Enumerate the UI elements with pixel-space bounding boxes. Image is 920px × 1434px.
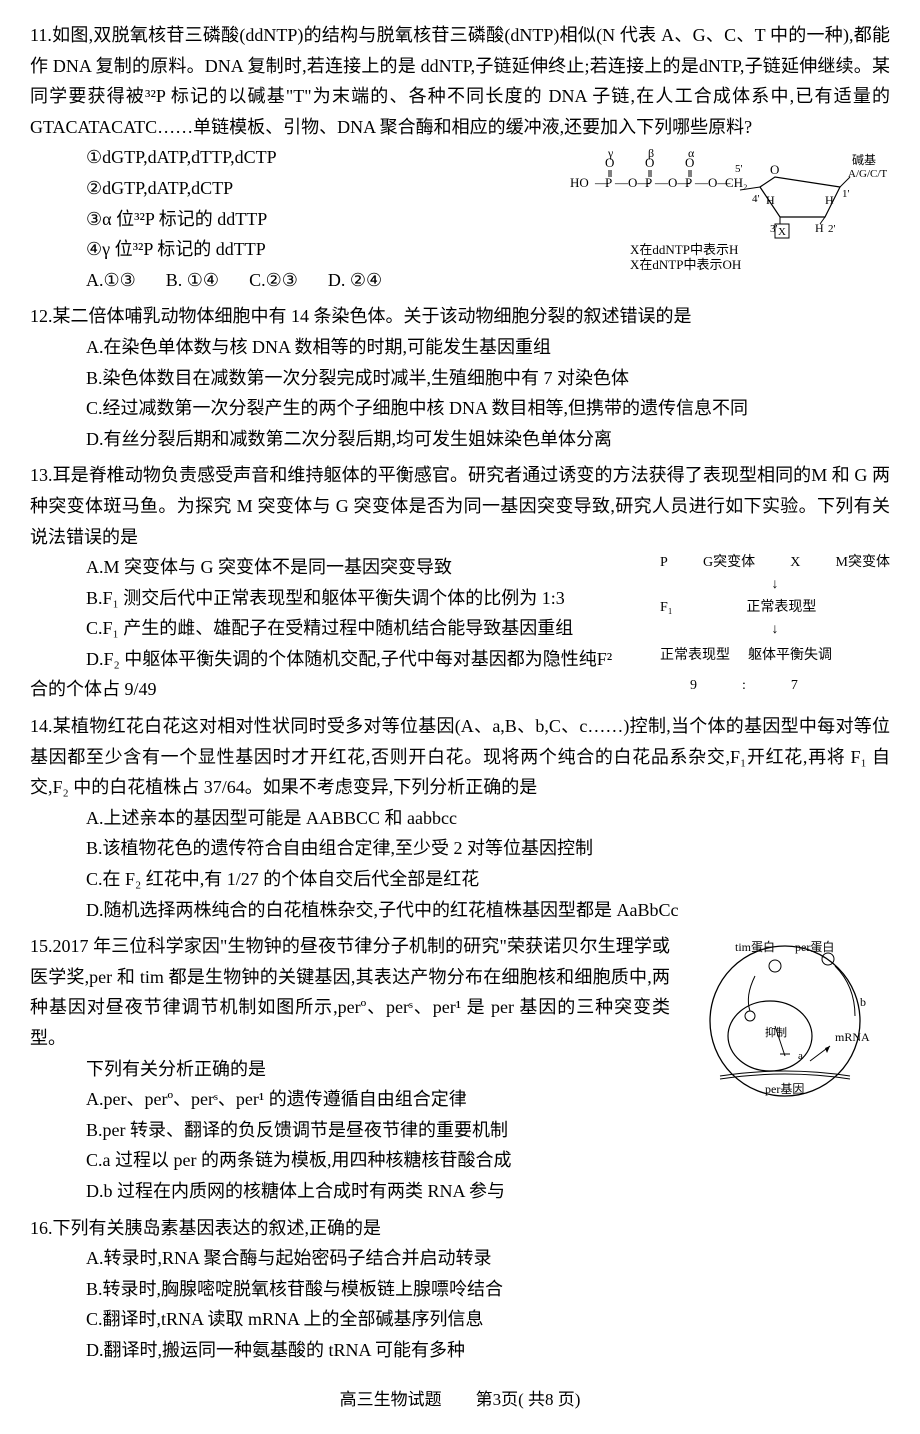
q12-b: B.染色体数目在减数第一次分裂完成时减半,生殖细胞中有 7 对染色体 [30,363,890,394]
question-15: 15.2017 年三位科学家因"生物钟的昼夜节律分子机制的研究"荣获诺贝尔生理学… [30,931,890,1206]
fig-o1: O [605,155,614,170]
fig-x1: X在ddNTP中表示H [630,242,738,257]
q11-figure: γ β α HO — P —O— P —O— P —O— CH₂ O O O [570,142,890,295]
q12-c: C.经过减数第一次分裂产生的两个子细胞中核 DNA 数目相等,但携带的遗传信息不… [30,393,890,424]
q15-tim: tim蛋白 [735,939,775,954]
q15-figure: tim蛋白 per蛋白 抑制 mRNA a b per基因 [680,931,890,1145]
fig-o-ring: O [770,162,779,177]
q11-opt-2: ②dGTP,dATP,dCTP [30,173,560,204]
q13-fig-7: 7 [791,674,798,705]
q14-d: D.随机选择两株纯合的白花植株杂交,子代中的红花植株基因型都是 AaBbCc [30,895,890,926]
q13-fig-9: 9 [690,674,697,705]
q11-choice-b: B. ①④ [166,265,219,296]
q15-num: 15. [30,936,53,956]
fig-p2: P [645,175,652,190]
q15-c: C.a 过程以 per 的两条链为模板,用四种核糖核苷酸合成 [30,1145,890,1176]
q13-stem: 耳是脊椎动物负责感受声音和维持躯体的平衡感官。研究者通过诱变的方法获得了表现型相… [30,465,890,546]
q14-num: 14. [30,716,53,736]
q15-d: D.b 过程在内质网的核糖体上合成时有两类 RNA 参与 [30,1176,890,1207]
q12-d: D.有丝分裂后期和减数第二次分裂后期,均可发生姐妹染色单体分离 [30,424,890,455]
q15-per: per蛋白 [795,939,834,954]
q13-b: B.F₁ 测交后代中正常表现型和躯体平衡失调个体的比例为 1:3 [30,583,650,614]
q14-b: B.该植物花色的遗传符合自由组合定律,至少受 2 对等位基因控制 [30,833,890,864]
question-14: 14.某植物红花白花这对相对性状同时受多对等位基因(A、a,B、b,C、c……)… [30,711,890,925]
question-13: 13.耳是脊椎动物负责感受声音和维持躯体的平衡感官。研究者通过诱变的方法获得了表… [30,460,890,705]
fig-h3: H [815,221,824,235]
q14-c: C.在 F₂ 红花中,有 1/27 的个体自交后代全部是红花 [30,864,890,895]
q13-fig-f2: 正常表现型 [660,644,730,675]
q11-opt-4: ④γ 位³²P 标记的 ddTTP [30,234,560,265]
question-12: 12.某二倍体哺乳动物体细胞中有 14 条染色体。关于该动物细胞分裂的叙述错误的… [30,301,890,454]
q15-sub: 下列有关分析正确的是 [30,1054,670,1085]
fig-o2: O [645,155,654,170]
fig-base2: A/G/C/T [848,168,887,180]
q13-arrow-1: ↓ [660,574,890,596]
q13-fig-x: X [790,552,800,574]
q11-choice-d: D. ②④ [328,265,382,296]
q13-d-pre: D.F₂ 中躯体平衡失调的个体随机交配,子代中每对基因都为隐性纯F² [30,644,612,675]
fig-1p: 1' [842,188,850,200]
q12-num: 12. [30,306,53,326]
q16-num: 16. [30,1218,53,1238]
q13-fig-abn: 躯体平衡失调 [748,644,832,675]
q16-b: B.转录时,胸腺嘧啶脱氧核苷酸与模板链上腺嘌呤结合 [30,1274,890,1305]
q16-a: A.转录时,RNA 聚合酶与起始密码子结合并启动转录 [30,1243,890,1274]
q11-choice-c: C.②③ [249,265,298,296]
q15-b-label: b [860,995,866,1009]
q12-a: A.在染色单体数与核 DNA 数相等的时期,可能发生基因重组 [30,332,890,363]
page-footer: 高三生物试题 第3页( 共8 页) [30,1386,890,1415]
q13-a: A.M 突变体与 G 突变体不是同一基因突变导致 [30,552,650,583]
fig-base: 碱基 [852,153,876,167]
fig-p3: P [685,175,692,190]
fig-o3: O [685,155,694,170]
fig-x: X [778,226,786,238]
q13-fig-p: P [660,552,668,574]
q13-c: C.F₁ 产生的雌、雄配子在受精过程中随机结合能导致基因重组 [30,613,650,644]
q11-opt-3: ③α 位³²P 标记的 ddTTP [30,204,560,235]
q12-stem: 某二倍体哺乳动物体细胞中有 14 条染色体。关于该动物细胞分裂的叙述错误的是 [53,306,692,326]
q15-a-label: a [798,1050,803,1062]
q13-num: 13. [30,465,53,485]
q16-d: D.翻译时,搬运同一种氨基酸的 tRNA 可能有多种 [30,1335,890,1366]
q13-fig-colon: : [742,674,746,705]
fig-h2: H [825,193,834,207]
fig-ho: HO [570,175,589,190]
q15-gene: per基因 [765,1082,804,1096]
q13-fig-normal: 正常表现型 [673,597,890,619]
q14-stem: 某植物红花白花这对相对性状同时受多对等位基因(A、a,B、b,C、c……)控制,… [30,716,890,797]
fig-4p: 4' [752,193,760,205]
q15-b: B.per 转录、翻译的负反馈调节是昼夜节律的重要机制 [30,1115,670,1146]
fig-3p: 3' [770,223,778,235]
q13-figure: P G突变体 X M突变体 ↓ F₁ 正常表现型 ↓ [660,552,890,644]
q13-d-tail: 合的个体占 9/49 [30,674,157,705]
question-11: 11.如图,双脱氧核苷三磷酸(ddNTP)的结构与脱氧核苷三磷酸(dNTP)相似… [30,20,890,295]
fig-x2: X在dNTP中表示OH [630,257,741,272]
q16-c: C.翻译时,tRNA 读取 mRNA 上的全部碱基序列信息 [30,1304,890,1335]
q15-mrna: mRNA [835,1030,870,1044]
q13-arrow-2: ↓ [660,619,890,641]
q13-fig-f1: F₁ [660,597,673,619]
q13-fig-m: M突变体 [836,552,890,574]
q15-stem: 2017 年三位科学家因"生物钟的昼夜节律分子机制的研究"荣获诺贝尔生理学或医学… [30,936,670,1048]
q13-fig-g: G突变体 [703,552,755,574]
fig-p1: P [605,175,612,190]
q15-inhibit: 抑制 [765,1025,787,1039]
fig-2p: 2' [828,223,836,235]
question-16: 16.下列有关胰岛素基因表达的叙述,正确的是 A.转录时,RNA 聚合酶与起始密… [30,1213,890,1366]
fig-h1: H [766,193,775,207]
fig-ch2: CH₂ [725,175,748,190]
q14-a: A.上述亲本的基因型可能是 AABBCC 和 aabbcc [30,803,890,834]
fig-5prime: 5' [735,163,743,175]
q15-a: A.per、perº、perˢ、per¹ 的遗传遵循自由组合定律 [30,1084,670,1115]
q11-choice-a: A.①③ [86,265,136,296]
q11-opt-1: ①dGTP,dATP,dTTP,dCTP [30,142,560,173]
q11-stem: 11.如图,双脱氧核苷三磷酸(ddNTP)的结构与脱氧核苷三磷酸(dNTP)相似… [30,20,890,142]
q16-stem: 下列有关胰岛素基因表达的叙述,正确的是 [53,1218,382,1238]
